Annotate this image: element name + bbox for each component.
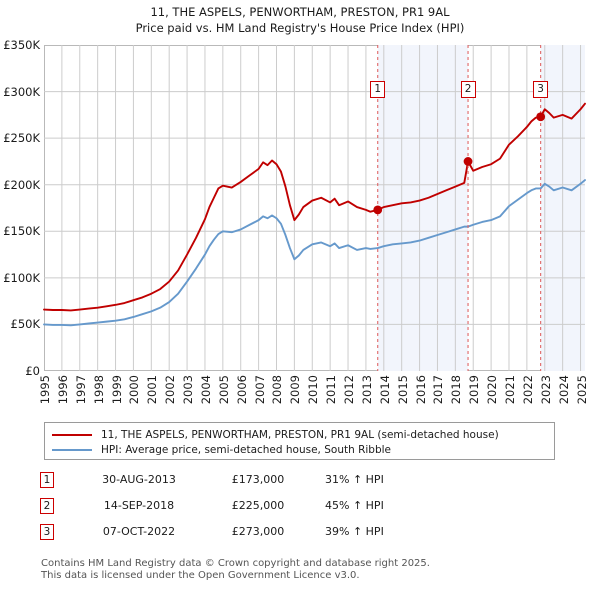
legend-label-price: 11, THE ASPELS, PENWORTHAM, PRESTON, PR1…: [101, 428, 499, 441]
x-axis-tick-label: 2003: [181, 375, 196, 405]
y-axis-tick-label: £250K: [3, 131, 40, 146]
title-address: 11, THE ASPELS, PENWORTHAM, PRESTON, PR1…: [150, 5, 450, 19]
line-swatch-red-icon: [52, 433, 92, 436]
status-badge: 1: [40, 472, 54, 488]
y-axis-tick-label: £300K: [3, 84, 40, 99]
x-axis-tick-label: 2019: [467, 375, 482, 405]
x-axis-tick-label: 2018: [449, 375, 464, 405]
x-axis-tick-label: 1996: [55, 375, 70, 405]
x-axis-tick-label: 2001: [145, 375, 160, 405]
x-axis-tick-label: 1998: [91, 375, 106, 405]
x-axis-tick-label: 1997: [73, 375, 88, 405]
legend-item-hpi: HPI: Average price, semi-detached house,…: [45, 442, 554, 457]
x-axis-tick-label: 1995: [38, 375, 52, 405]
title-subtitle: Price paid vs. HM Land Registry's House …: [135, 21, 465, 35]
chart-marker-callout-2: 2: [460, 81, 476, 98]
y-axis-tick-label: £350K: [3, 38, 40, 52]
y-axis-tick-label: £150K: [3, 224, 40, 239]
x-axis-tick-label: 2009: [288, 375, 303, 405]
transaction-price: £173,000: [231, 473, 285, 486]
x-axis-tick-label: 2021: [502, 375, 517, 405]
status-badge: 2: [40, 498, 54, 514]
x-axis-tick-label: 2022: [520, 375, 535, 405]
transaction-hpi-delta: 45% ↑ HPI: [325, 499, 384, 512]
x-axis-tick-label: 2024: [556, 375, 571, 405]
chart-legend: 11, THE ASPELS, PENWORTHAM, PRESTON, PR1…: [44, 422, 555, 460]
table-row: 3 07-OCT-2022 £273,000 39% ↑ HPI: [40, 522, 500, 548]
line-swatch-blue-icon: [52, 448, 92, 451]
x-axis-tick-label: 2002: [163, 375, 178, 405]
transaction-date: 07-OCT-2022: [102, 525, 176, 538]
x-axis-tick-label: 2004: [198, 375, 213, 405]
x-axis-tick-label: 2006: [234, 375, 249, 405]
footer-line-2: This data is licensed under the Open Gov…: [41, 569, 360, 581]
transaction-price: £225,000: [231, 499, 285, 512]
x-axis-tick-label: 2025: [574, 375, 589, 405]
x-axis-tick-label: 2008: [270, 375, 285, 405]
table-row: 2 14-SEP-2018 £225,000 45% ↑ HPI: [40, 496, 500, 522]
transaction-price: £273,000: [231, 525, 285, 538]
y-axis-tick-label: £100K: [3, 270, 40, 285]
transactions-table: 1 30-AUG-2013 £173,000 31% ↑ HPI 2 14-SE…: [40, 470, 500, 548]
x-axis-tick-label: 2014: [377, 375, 392, 405]
y-axis-tick-label: £50K: [10, 317, 41, 332]
x-axis-tick-label: 2020: [485, 375, 500, 405]
legend-label-hpi: HPI: Average price, semi-detached house,…: [101, 443, 392, 456]
x-axis-tick-label: 2013: [359, 375, 374, 405]
x-axis-tick-label: 2023: [538, 375, 553, 405]
x-axis-tick-label: 2011: [324, 375, 339, 405]
x-axis-tick-label: 2007: [252, 375, 267, 405]
transaction-hpi-delta: 39% ↑ HPI: [325, 525, 384, 538]
transaction-date: 30-AUG-2013: [102, 473, 176, 486]
chart-plot-area: 1 2 3: [43, 45, 586, 371]
x-axis-tick-label: 2012: [342, 375, 357, 405]
chart-series-layer: [43, 45, 586, 371]
transaction-hpi-delta: 31% ↑ HPI: [325, 473, 384, 486]
table-row: 1 30-AUG-2013 £173,000 31% ↑ HPI: [40, 470, 500, 496]
y-axis-tick-label: £0: [25, 364, 40, 378]
x-axis-tick-label: 2017: [431, 375, 446, 405]
footer-line-1: Contains HM Land Registry data © Crown c…: [41, 558, 430, 569]
chart-marker-callout-1: 1: [370, 81, 386, 98]
x-axis-tick-label: 2005: [216, 375, 231, 405]
x-axis-tick-label: 1999: [109, 375, 124, 405]
footer-attribution: Contains HM Land Registry data © Crown c…: [41, 558, 561, 581]
page-title: 11, THE ASPELS, PENWORTHAM, PRESTON, PR1…: [0, 4, 600, 36]
status-badge: 3: [40, 524, 54, 540]
y-axis-tick-label: £200K: [3, 177, 40, 192]
x-axis-tick-label: 2000: [127, 375, 142, 405]
x-axis-tick-label: 2010: [306, 375, 321, 405]
x-axis-tick-label: 2015: [395, 375, 410, 405]
legend-item-price: 11, THE ASPELS, PENWORTHAM, PRESTON, PR1…: [45, 427, 554, 442]
transaction-date: 14-SEP-2018: [103, 499, 175, 512]
x-axis-tick-label: 2016: [413, 375, 428, 405]
chart-marker-callout-3: 3: [533, 81, 549, 98]
